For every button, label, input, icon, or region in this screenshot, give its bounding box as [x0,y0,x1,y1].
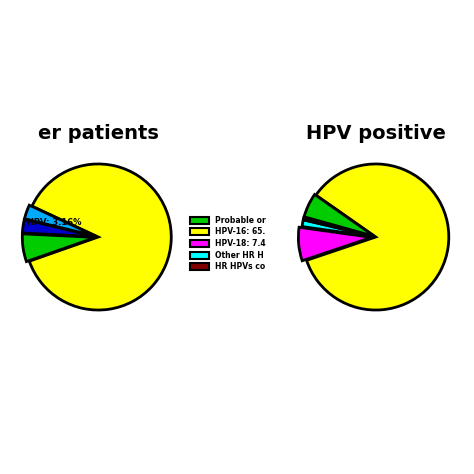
Legend: Probable or, HPV-16: 65., HPV-18: 7.4, Other HR H, HR HPVs co: Probable or, HPV-16: 65., HPV-18: 7.4, O… [188,213,268,273]
Wedge shape [22,234,95,262]
Title: er patients: er patients [38,124,159,143]
Title: HPV positive: HPV positive [306,124,446,143]
Wedge shape [303,217,374,237]
Wedge shape [307,164,449,310]
Wedge shape [304,194,374,237]
Wedge shape [302,220,374,237]
Wedge shape [22,219,95,237]
Wedge shape [298,227,372,261]
Wedge shape [25,205,95,236]
Text: HPV: 3.16%: HPV: 3.16% [27,218,82,227]
Wedge shape [29,164,171,310]
